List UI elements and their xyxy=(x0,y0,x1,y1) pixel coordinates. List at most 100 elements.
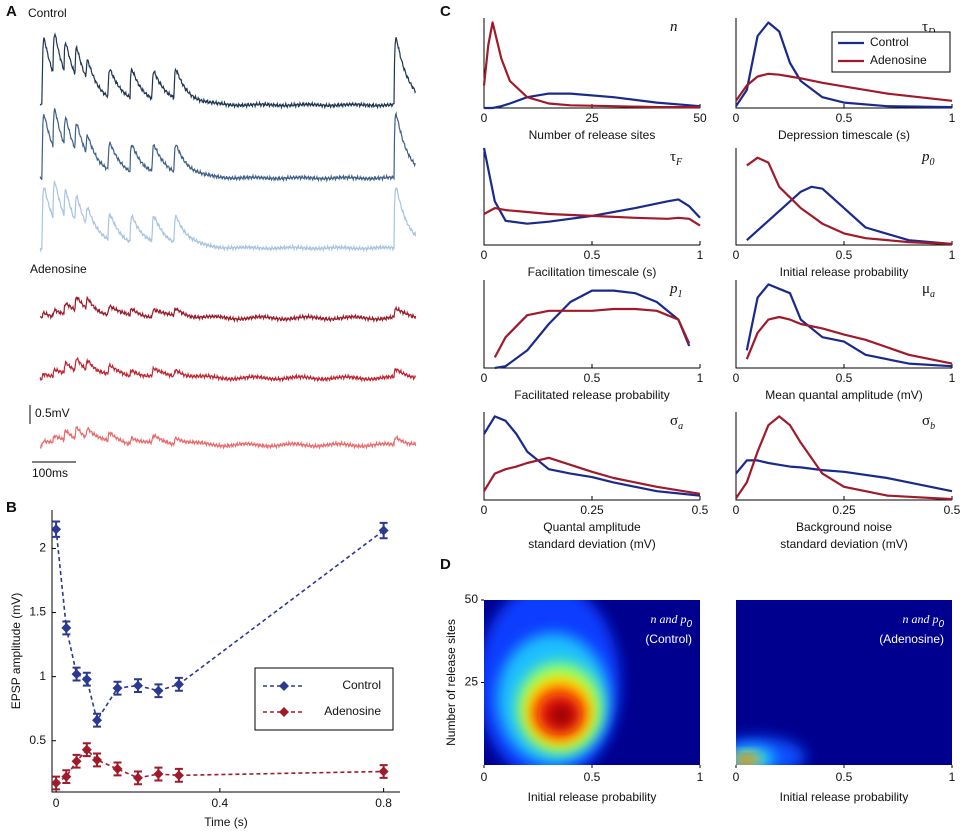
heat-blob xyxy=(550,705,573,726)
density-curve xyxy=(483,207,701,227)
y-tick-label: 1 xyxy=(39,669,46,683)
marker xyxy=(81,744,92,755)
symbol-main: τ xyxy=(922,19,928,35)
x-tick-label: 0.5 xyxy=(836,248,853,262)
symbol-main: n xyxy=(670,19,678,35)
x-tick-label: 1 xyxy=(697,248,704,262)
axis xyxy=(483,148,700,246)
symbol-sub: b xyxy=(930,421,935,432)
symbol-sub: F xyxy=(675,157,683,168)
legend-marker xyxy=(279,681,289,691)
panel-symbol: p0 xyxy=(921,149,935,168)
symbol-main: σ xyxy=(922,413,930,429)
density-curve xyxy=(493,307,691,358)
legend-label: Control xyxy=(342,678,381,692)
marker xyxy=(173,770,184,781)
x-axis-label: standard deviation (mV) xyxy=(780,537,907,551)
condition-label: Control xyxy=(28,6,67,20)
legend-label: Adenosine xyxy=(324,704,381,718)
legend-label: Control xyxy=(870,35,909,49)
panel-letter: D xyxy=(440,556,451,573)
symbol-main: σ xyxy=(670,413,678,429)
x-axis-label: Facilitated release probability xyxy=(514,388,669,402)
trace xyxy=(39,425,417,451)
density-curve xyxy=(483,415,701,497)
x-axis-label: Mean quantal amplitude (mV) xyxy=(765,388,922,402)
density-curve xyxy=(482,147,701,225)
trace xyxy=(39,356,417,383)
y-tick-label: 1.5 xyxy=(29,605,46,619)
x-tick-label: 1 xyxy=(697,371,704,385)
axis xyxy=(483,412,700,501)
x-tick-label: 0.4 xyxy=(212,796,229,810)
legend-box xyxy=(254,667,394,731)
series-line xyxy=(55,529,385,723)
marker xyxy=(112,683,123,694)
series-line xyxy=(55,748,384,784)
x-axis-label: Number of release sites xyxy=(529,128,656,142)
marker xyxy=(92,754,103,765)
x-tick-label: 0 xyxy=(481,371,488,385)
scale-label: 100ms xyxy=(32,466,68,480)
x-tick-label: 0 xyxy=(53,796,60,810)
axis xyxy=(735,280,952,369)
x-tick-label: 0.5 xyxy=(836,111,853,125)
marker xyxy=(71,669,82,680)
density-curve xyxy=(735,21,953,109)
heatmap xyxy=(484,600,700,765)
x-tick-label: 0.5 xyxy=(944,503,961,517)
marker xyxy=(132,772,143,783)
legend-label: Adenosine xyxy=(870,53,927,67)
marker xyxy=(81,674,92,685)
trace xyxy=(39,32,417,110)
x-tick-label: 0.5 xyxy=(836,371,853,385)
marker xyxy=(112,763,123,774)
panel-symbol: τF xyxy=(670,149,683,168)
density-curve xyxy=(745,315,953,365)
density-curve xyxy=(735,415,953,501)
marker xyxy=(61,622,72,633)
x-tick-label: 0.5 xyxy=(836,770,853,784)
y-axis-label: EPSP amplitude (mV) xyxy=(9,593,23,710)
x-tick-label: 0 xyxy=(481,248,488,262)
y-tick-label: 0.5 xyxy=(29,733,46,747)
x-tick-label: 1 xyxy=(949,770,956,784)
x-axis-label: Background noise xyxy=(796,520,892,534)
panel-letter: B xyxy=(6,499,17,516)
trace xyxy=(39,107,416,183)
x-tick-label: 0.5 xyxy=(692,503,709,517)
annotation: (Control) xyxy=(645,632,692,646)
x-tick-label: 0.25 xyxy=(580,503,604,517)
x-tick-label: 0 xyxy=(733,248,740,262)
x-axis-label: Initial release probability xyxy=(780,790,909,804)
trace xyxy=(39,180,417,253)
x-axis-label: Time (s) xyxy=(204,815,248,829)
x-tick-label: 1 xyxy=(949,248,956,262)
density-curve xyxy=(746,185,953,246)
symbol-main: p xyxy=(921,149,930,165)
axis xyxy=(483,280,700,369)
density-curve xyxy=(735,72,953,102)
x-tick-label: 0.5 xyxy=(584,770,601,784)
density-curve xyxy=(746,156,953,246)
heat-blob xyxy=(739,756,755,764)
marker xyxy=(153,769,164,780)
panel-symbol: n xyxy=(670,19,678,35)
heatmap xyxy=(736,600,952,765)
panel-symbol: σa xyxy=(670,413,683,432)
axis xyxy=(51,510,400,793)
panel-symbol: μa xyxy=(922,281,935,300)
marker xyxy=(153,685,164,696)
x-tick-label: 0 xyxy=(481,503,488,517)
x-axis-label: Initial release probability xyxy=(528,790,657,804)
symbol-sub: 0 xyxy=(930,157,935,168)
panel-letter: A xyxy=(6,3,17,20)
annotation-main: n and p xyxy=(650,612,686,626)
symbol-sub: a xyxy=(930,289,935,300)
x-tick-label: 25 xyxy=(585,111,599,125)
x-tick-label: 0 xyxy=(733,770,740,784)
x-axis-label: Depression timescale (s) xyxy=(778,128,910,142)
annotation-main: n and p xyxy=(902,612,938,626)
x-tick-label: 0.5 xyxy=(584,371,601,385)
x-tick-label: 0 xyxy=(481,770,488,784)
